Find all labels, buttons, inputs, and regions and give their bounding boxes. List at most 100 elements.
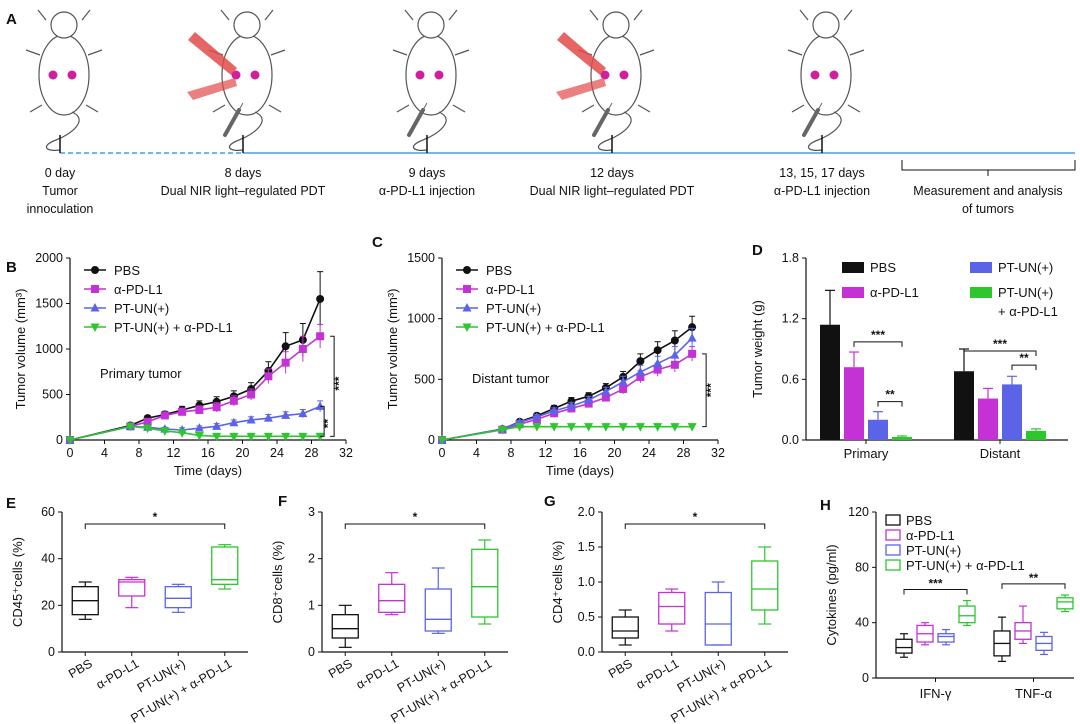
syringe-icon (802, 108, 820, 137)
legend-marker (90, 323, 100, 332)
mouse-tail (45, 111, 80, 151)
box-chart-H: 0 40 80 120 Cytokines (pg/ml) IFN-γ *** TNF-α **… (824, 505, 1074, 701)
data-point (601, 393, 610, 402)
box (704, 591, 732, 646)
tumor-right (619, 70, 629, 80)
data-point (635, 423, 645, 432)
y-axis-label: Tumor volume (mm³) (385, 289, 400, 410)
x-tick-label: PBS (606, 656, 635, 681)
mouse-head (50, 11, 78, 39)
mouse-legs (787, 49, 865, 113)
data-point (670, 336, 679, 345)
data-point (618, 376, 628, 386)
significance-label: * (693, 510, 698, 524)
x-tick-label: PBS (66, 656, 95, 681)
data-point (212, 403, 221, 412)
bar (1002, 384, 1022, 440)
data-point (618, 423, 628, 432)
x-tick-label: 32 (339, 446, 353, 460)
syringe-needle (817, 102, 823, 111)
legend-marker (462, 323, 472, 332)
significance-label: ** (1019, 351, 1029, 365)
legend-marker (462, 303, 472, 312)
legend-entry: PT-UN(+) (114, 301, 169, 316)
x-tick-label: TNF-α (1015, 686, 1053, 701)
data-point (687, 423, 697, 432)
line-chart-C: 0 500 1000 1500 0 4 8 12 16 20 24 28 32 Time (days) Tu… (385, 251, 725, 478)
mouse-icon (392, 9, 470, 151)
data-point (229, 396, 238, 405)
box (378, 583, 406, 613)
box (751, 560, 779, 611)
y-tick-label: 0 (428, 433, 435, 447)
y-tick-label: 20 (41, 598, 55, 612)
y-tick-label: 0 (862, 671, 869, 685)
data-point (653, 423, 663, 432)
legend-marker (90, 303, 100, 312)
y-tick-label: 0.0 (782, 433, 799, 447)
mouse-body (405, 34, 457, 116)
line-chart-B: 0 500 1000 1500 2000 0 4 8 12 16 20 24 28 32 Time (day… (13, 251, 353, 478)
legend-entry: PT-UN(+) + α-PD-L1 (486, 320, 605, 335)
timeline-panel: 0 day Tumor innoculation 8 days Dual NIR lig… (25, 9, 1076, 216)
x-tick-label: 24 (270, 446, 284, 460)
data-point (316, 332, 325, 341)
data-point (316, 294, 325, 303)
significance-label: *** (332, 376, 346, 390)
data-point (635, 367, 645, 376)
x-tick-label: 28 (677, 446, 691, 460)
x-tick-label: PBS (326, 656, 355, 681)
data-point (653, 358, 663, 368)
panel-letter-E: E (6, 495, 16, 512)
y-tick-label: 0.0 (578, 645, 595, 659)
data-point (619, 385, 628, 394)
x-tick-label: α-PD-L1 (94, 656, 142, 692)
x-tick-label: 20 (236, 446, 250, 460)
data-point (229, 417, 239, 427)
y-axis-label: CD4⁺cells (%) (550, 541, 565, 624)
measurement-bracket (901, 160, 1076, 176)
y-tick-label: 1.5 (578, 540, 595, 554)
box (424, 588, 452, 632)
chart-annotation: Distant tumor (472, 371, 550, 386)
data-point (549, 405, 559, 415)
significance-label: ** (885, 388, 895, 402)
legend-entry: PT-UN(+) (998, 285, 1053, 300)
x-tick-label: 12 (539, 446, 553, 460)
data-point (601, 423, 611, 432)
mouse-body (221, 34, 273, 116)
timeline-day-label: 0 day (45, 166, 76, 180)
data-point (263, 432, 273, 442)
legend-entry: PT-UN(+) (998, 260, 1053, 275)
syringe-icon (592, 108, 610, 137)
timeline-event-label: α-PD-L1 injection (774, 184, 870, 198)
y-tick-label: 1 (308, 598, 315, 612)
panel-letter-A: A (6, 11, 17, 28)
y-tick-label: 3 (308, 505, 315, 519)
data-point (636, 357, 645, 366)
box (471, 548, 499, 618)
legend-entry: PT-UN(+) (486, 301, 541, 316)
y-tick-label: 0 (48, 645, 55, 659)
data-point (143, 417, 152, 426)
mouse-ears (220, 9, 274, 21)
measurement-label: of tumors (962, 202, 1014, 216)
legend-marker (463, 266, 471, 274)
syringe-icon (407, 108, 425, 137)
mouse-head (602, 11, 630, 39)
y-tick-label: 1.2 (782, 312, 799, 326)
mouse-body (590, 34, 642, 116)
y-tick-label: 120 (848, 505, 869, 519)
timeline-event-label: Dual NIR light–regulated PDT (530, 184, 695, 198)
data-point (194, 423, 204, 432)
mouse-icon (556, 9, 655, 151)
y-tick-label: 500 (42, 388, 63, 402)
mouse-legs (392, 49, 470, 113)
y-tick-label: 2000 (35, 251, 63, 265)
x-tick-label: 8 (508, 446, 515, 460)
data-point (688, 349, 697, 358)
data-point (584, 423, 594, 432)
legend-swatch (842, 262, 864, 273)
